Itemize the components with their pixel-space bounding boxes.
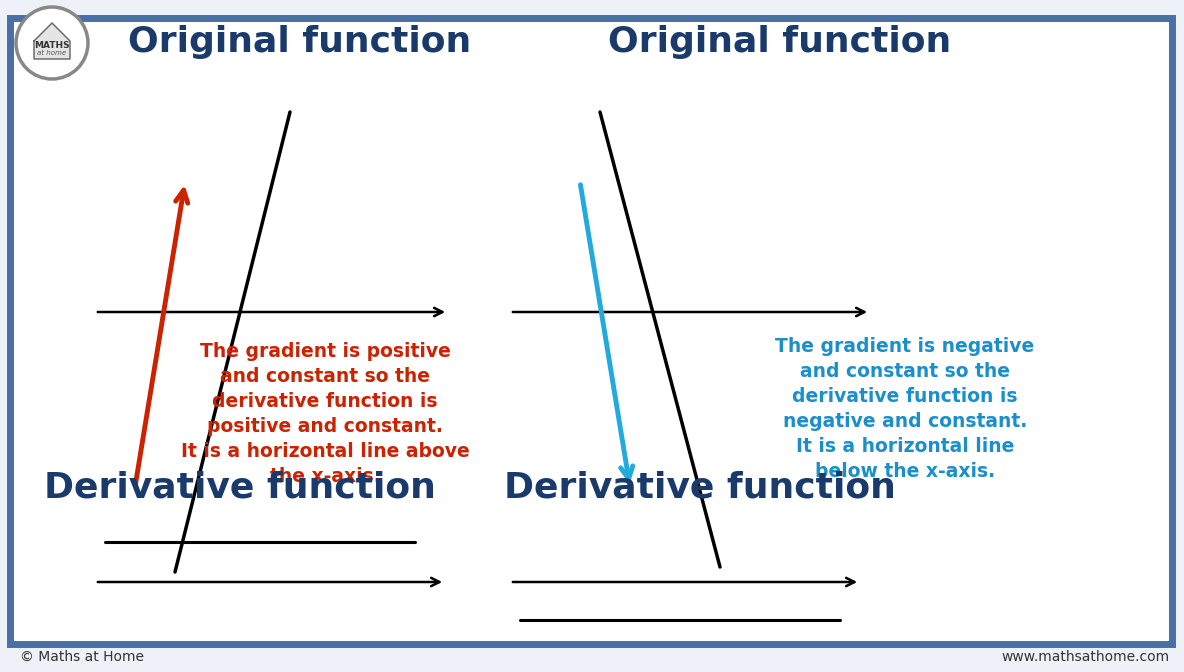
Text: Derivative function: Derivative function xyxy=(44,470,436,504)
Text: Derivative function: Derivative function xyxy=(504,470,896,504)
Circle shape xyxy=(17,7,88,79)
Polygon shape xyxy=(34,23,70,59)
FancyBboxPatch shape xyxy=(9,18,1172,644)
Text: MATHS: MATHS xyxy=(34,40,70,50)
Text: © Maths at Home: © Maths at Home xyxy=(20,650,144,664)
Text: The gradient is positive
and constant so the
derivative function is
positive and: The gradient is positive and constant so… xyxy=(181,342,469,486)
Text: Original function: Original function xyxy=(609,25,952,59)
Text: at home: at home xyxy=(38,50,66,56)
Text: Original function: Original function xyxy=(128,25,471,59)
Text: www.mathsathome.com: www.mathsathome.com xyxy=(1002,650,1170,664)
Text: The gradient is negative
and constant so the
derivative function is
negative and: The gradient is negative and constant so… xyxy=(776,337,1035,481)
